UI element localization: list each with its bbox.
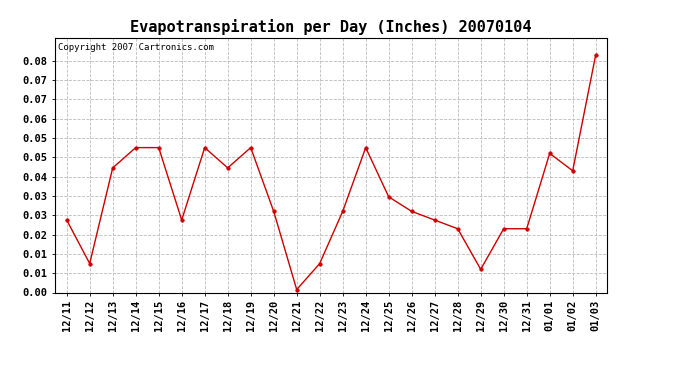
Title: Evapotranspiration per Day (Inches) 20070104: Evapotranspiration per Day (Inches) 2007…: [130, 19, 532, 35]
Text: Copyright 2007 Cartronics.com: Copyright 2007 Cartronics.com: [58, 43, 214, 52]
